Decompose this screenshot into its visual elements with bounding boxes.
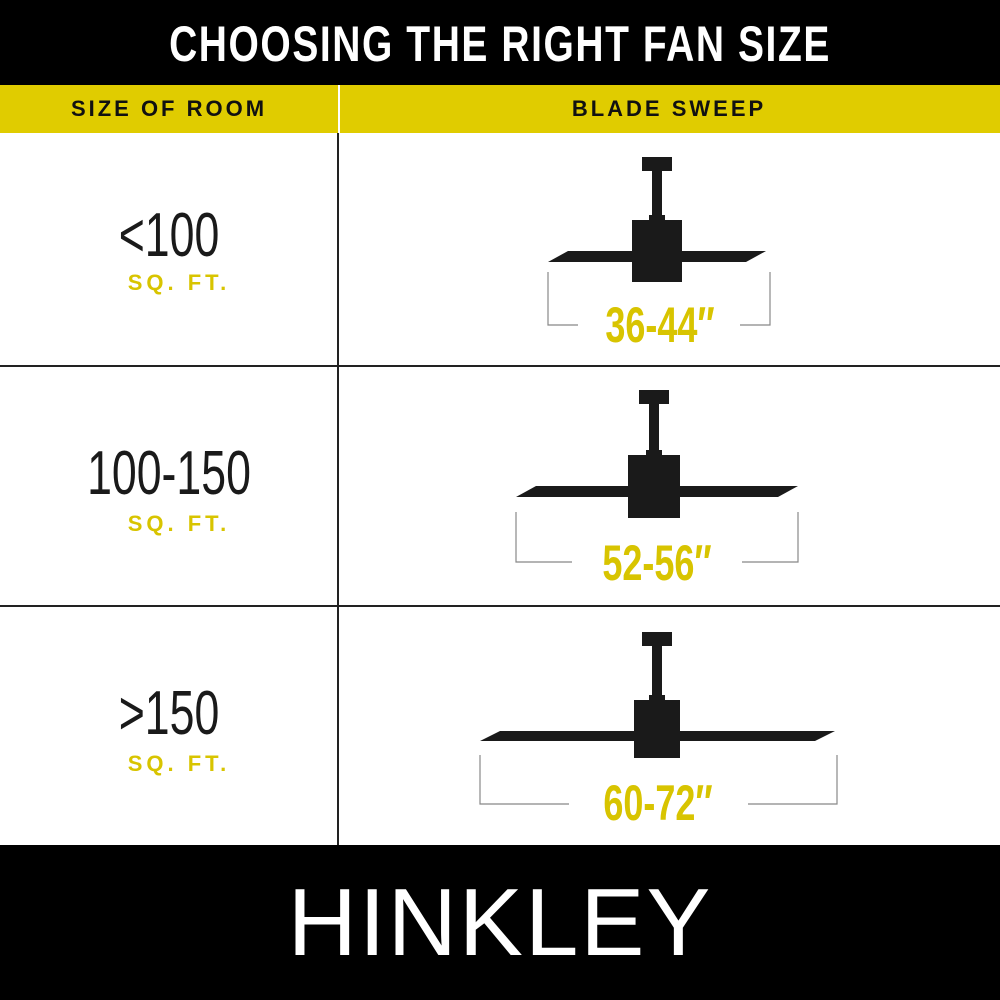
fan-mount [642, 632, 672, 646]
blade-sweep-value: 36-44″ [605, 297, 715, 353]
footer-band [0, 845, 1000, 1000]
room-unit: SQ. FT. [127, 511, 231, 536]
fan-downrod [649, 404, 659, 455]
blade-sweep-value: 60-72″ [603, 775, 713, 831]
page-title: CHOOSING THE RIGHT FAN SIZE [169, 16, 831, 72]
fan-collar [646, 450, 662, 455]
row-divider [0, 365, 1000, 367]
header-blade-sweep: BLADE SWEEP [571, 96, 767, 121]
fan-mount [642, 157, 672, 171]
sweep-bracket-right [740, 272, 771, 326]
header-size-of-room: SIZE OF ROOM [70, 96, 268, 121]
fan-blades [548, 251, 766, 262]
fan-collar [649, 215, 665, 220]
room-size: >150 [118, 679, 220, 748]
row-divider [0, 605, 1000, 607]
sweep-bracket-right [748, 755, 838, 805]
fan-downrod [652, 171, 662, 220]
column-divider [337, 133, 339, 845]
fan-blades [516, 486, 798, 497]
fan-mount [639, 390, 669, 404]
room-size: <100 [118, 201, 220, 270]
fan-motor [634, 700, 680, 758]
sweep-bracket-right [742, 512, 799, 563]
blade-sweep-value: 52-56″ [602, 535, 712, 591]
room-unit: SQ. FT. [127, 751, 231, 776]
room-size: 100-150 [87, 439, 251, 508]
sweep-bracket-left [479, 755, 569, 805]
sweep-bracket-left [515, 512, 572, 563]
sweep-bracket-left [547, 272, 578, 326]
fan-collar [649, 695, 665, 700]
title-band [0, 0, 1000, 85]
fan-blades [480, 731, 835, 741]
fan-downrod [652, 646, 662, 700]
table-header: SIZE OF ROOM BLADE SWEEP [0, 85, 1000, 133]
brand-logo: HINKLEY [287, 869, 713, 976]
header-divider [338, 85, 340, 133]
room-unit: SQ. FT. [127, 270, 231, 295]
